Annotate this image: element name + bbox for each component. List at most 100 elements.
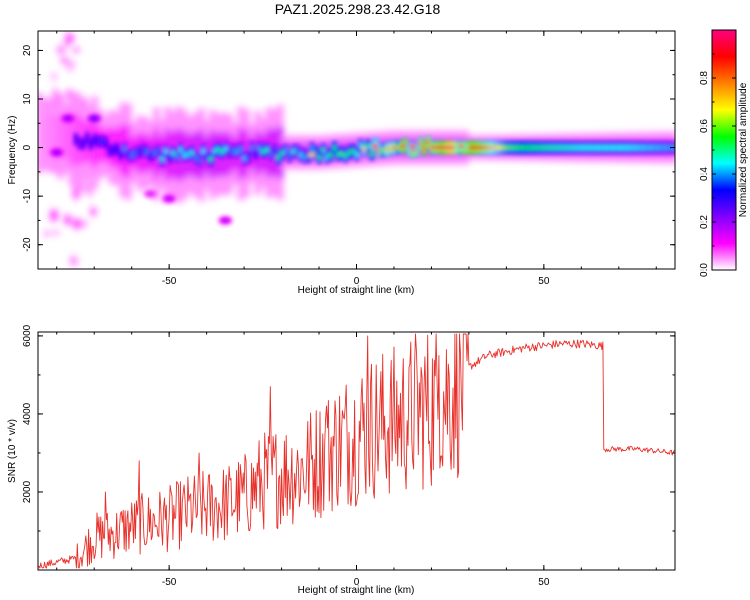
spectral-ridge-peak xyxy=(163,149,168,154)
spectral-ridge-peak xyxy=(437,145,442,150)
colorbar-label: Normalized spectral amplitude xyxy=(738,82,749,217)
spectral-halo xyxy=(46,114,54,156)
spectral-ridge-peak xyxy=(609,145,614,150)
spectral-ridge-peak xyxy=(193,154,198,160)
spectral-noise xyxy=(63,214,72,226)
spectral-ridge-peak xyxy=(171,150,176,156)
spectral-ridge-peak xyxy=(624,145,629,150)
spectral-ridge-peak xyxy=(587,145,592,150)
spectral-halo xyxy=(51,115,59,157)
spectral-ridge-peak xyxy=(628,145,633,150)
spectral-ridge-peak xyxy=(107,147,112,153)
y-tick-label: 6000 xyxy=(22,324,33,347)
spectral-ridge-peak xyxy=(534,145,539,150)
spectral-ridge-peak xyxy=(298,152,303,158)
spectral-ridge-peak xyxy=(328,152,333,158)
spectral-ridge-peak xyxy=(564,145,569,150)
spectral-ridge-peak xyxy=(208,156,213,162)
spectral-ridge-peak xyxy=(508,145,513,150)
spectral-ridge-peak xyxy=(369,151,374,157)
spectral-blob-core xyxy=(52,150,61,155)
spectral-ridge-peak xyxy=(231,148,236,154)
spectral-ridge-peak xyxy=(553,145,558,150)
spectral-ridge-peak xyxy=(666,145,671,150)
colorbar-gradient xyxy=(711,29,737,271)
spectral-ridge-peak xyxy=(403,142,408,148)
spectral-ridge-peak xyxy=(141,147,146,153)
spectral-ridge-peak xyxy=(287,153,292,159)
spectral-noise xyxy=(52,87,58,100)
spectral-ridge-peak xyxy=(92,137,97,143)
spectral-ridge-peak xyxy=(85,135,90,141)
y-tick-label: -20 xyxy=(22,237,33,252)
spectral-noise xyxy=(51,230,61,235)
spectral-ridge-peak xyxy=(156,148,161,154)
spectral-ridge-peak xyxy=(381,148,386,153)
spectral-ridge-peak xyxy=(433,145,438,150)
spectral-noise xyxy=(72,47,81,53)
spectral-ridge-peak xyxy=(295,148,300,154)
spectral-blob-core xyxy=(457,144,466,149)
spectral-ridge-peak xyxy=(411,148,416,154)
spectral-ridge-peak xyxy=(265,147,270,153)
colorbar-tick-label: 0.6 xyxy=(699,119,710,133)
spectral-ridge-peak xyxy=(519,145,524,150)
spectral-ridge-peak xyxy=(643,145,648,150)
spectral-ridge-peak xyxy=(362,146,367,152)
spectral-ridge-peak xyxy=(542,145,547,150)
spectral-blob-core xyxy=(408,144,417,149)
spectral-ridge-peak xyxy=(384,147,389,152)
spectral-ridge-peak xyxy=(471,145,476,150)
y-tick-label: 10 xyxy=(22,93,33,105)
spectral-ridge-peak xyxy=(579,145,584,150)
x-tick-label: 50 xyxy=(538,276,550,287)
spectral-ridge-peak xyxy=(201,148,206,154)
spectral-ridge-peak xyxy=(257,146,262,151)
x-tick-label: -50 xyxy=(162,577,177,588)
spectral-ridge-peak xyxy=(598,145,603,150)
spectral-ridge-peak xyxy=(523,145,528,150)
spectral-ridge-peak xyxy=(77,140,82,146)
chart-title: PAZ1.2025.298.23.42.G18 xyxy=(274,1,441,17)
spectral-ridge-peak xyxy=(654,145,659,150)
spectral-ridge-peak xyxy=(336,151,341,157)
spectral-ridge-peak xyxy=(175,153,180,159)
spectral-ridge-peak xyxy=(639,145,644,150)
spectrogram-frame xyxy=(37,30,676,270)
spectral-ridge-peak xyxy=(366,143,371,149)
spectral-halo xyxy=(68,112,76,165)
spectral-ridge-peak xyxy=(636,145,641,150)
spectral-ridge-peak xyxy=(591,145,596,150)
spectral-ridge-peak xyxy=(126,152,131,158)
spectral-ridge-peak xyxy=(321,147,326,153)
spectrogram-panel: -50 0 50 -20 -10 0 10 20 Height of straight lin… xyxy=(7,30,676,296)
spectral-noise xyxy=(90,206,97,217)
spectral-ridge-peak xyxy=(418,141,423,147)
spectral-ridge-peak xyxy=(197,157,202,163)
spectral-ridge-peak xyxy=(512,145,517,150)
spectral-ridge-peak xyxy=(167,155,172,161)
colorbar-tick-label: 0.0 xyxy=(699,263,710,277)
y-tick-label: 4000 xyxy=(22,402,33,425)
spectral-ridge-peak xyxy=(613,145,618,150)
spectral-ridge-peak xyxy=(130,152,135,158)
spectral-ridge-peak xyxy=(576,145,581,150)
colorbar-tick-label: 0.8 xyxy=(699,71,710,85)
spectral-ridge-peak xyxy=(467,145,472,150)
snr-series-line xyxy=(38,333,675,569)
spectral-ridge-peak xyxy=(489,145,494,150)
spectral-ridge-peak xyxy=(238,146,243,152)
spectral-ridge-peak xyxy=(291,149,296,154)
spectral-halo xyxy=(40,114,48,154)
colorbar: 0.0 0.2 0.4 0.6 0.8 Normalized spectral ampl… xyxy=(699,29,749,277)
spectral-ridge-peak xyxy=(178,147,183,153)
spectral-ridge-peak xyxy=(347,150,352,155)
spectral-ridge-peak xyxy=(658,145,663,150)
spectral-ridge-peak xyxy=(88,141,93,147)
y-tick-label: -10 xyxy=(22,188,33,203)
spectral-ridge-peak xyxy=(111,147,116,153)
x-tick-label: 0 xyxy=(354,577,360,588)
spectral-ridge-peak xyxy=(115,146,120,152)
spectral-ridge-peak xyxy=(422,146,427,152)
